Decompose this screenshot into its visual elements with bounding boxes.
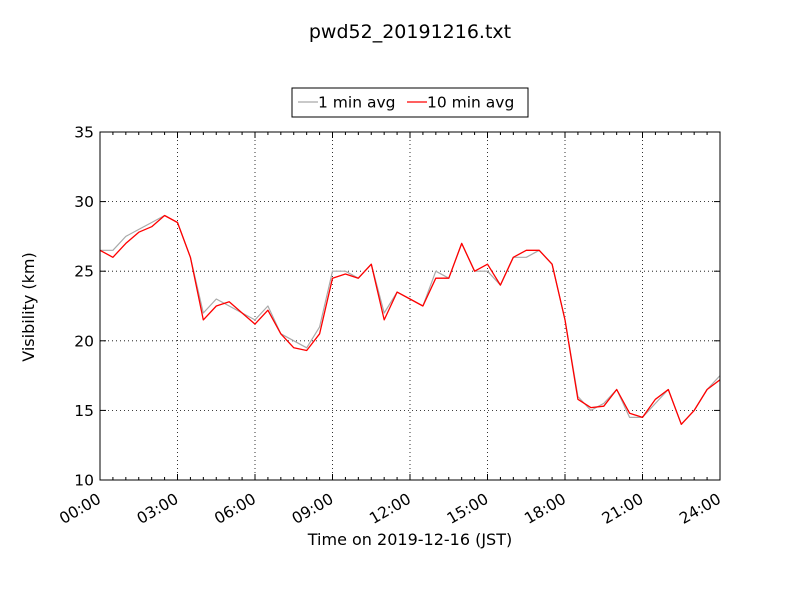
series-line-10-min-avg xyxy=(99,214,721,425)
gridlines xyxy=(100,132,720,480)
legend-label-10-min-avg: 10 min avg xyxy=(427,94,514,112)
y-tick-label: 10 xyxy=(74,472,94,490)
series-layer xyxy=(99,214,721,425)
y-tick-labels: 10 15 20 25 30 35 xyxy=(74,124,94,490)
legend-label-1-min-avg: 1 min avg xyxy=(318,94,395,112)
axis-ticks xyxy=(99,131,721,481)
y-tick-label: 15 xyxy=(74,402,94,420)
y-tick-label: 30 xyxy=(74,193,94,211)
y-tick-label: 25 xyxy=(74,263,94,281)
legend: 1 min avg 10 min avg xyxy=(291,87,529,118)
chart-title: pwd52_20191216.txt xyxy=(309,21,511,43)
y-tick-label: 35 xyxy=(74,124,94,142)
y-tick-label: 20 xyxy=(74,332,94,350)
y-axis-label: Visibility (km) xyxy=(19,252,38,361)
x-axis-label: Time on 2019-12-16 (JST) xyxy=(307,530,512,549)
